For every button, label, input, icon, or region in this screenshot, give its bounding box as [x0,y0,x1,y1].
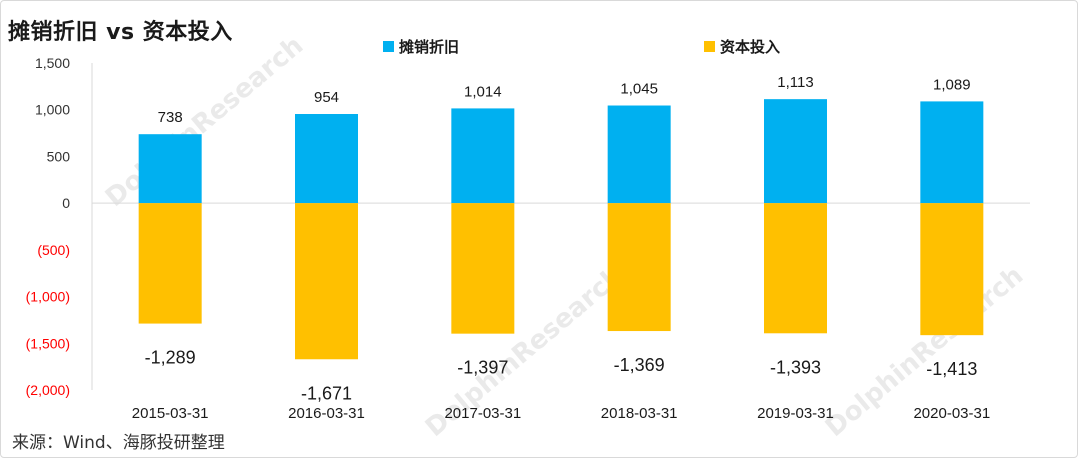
bar-capex [764,203,827,334]
data-label-capex: -1,369 [614,355,665,375]
x-tick-label: 2015-03-31 [132,405,209,422]
bar-capex [607,203,671,332]
x-tick-label: 2017-03-31 [444,405,521,422]
source-note: 来源：Wind、海豚投研整理 [12,433,225,453]
data-label-depreciation: 1,113 [777,74,813,91]
y-tick-label: (1,000) [26,289,70,305]
legend-swatch-depreciation [383,41,394,52]
data-label-depreciation: 954 [314,89,339,106]
legend-item-capex: 资本投入 [704,36,780,57]
data-label-depreciation: 738 [158,109,183,126]
y-tick-label: 1,000 [35,102,70,118]
chart-title: 摊销折旧 vs 资本投入 [8,20,233,45]
data-label-depreciation: 1,014 [464,83,502,100]
bar-capex [295,203,358,360]
bar-depreciation [138,134,202,204]
y-tick-label: 500 [47,148,71,164]
y-tick-label: 1,500 [35,55,70,71]
data-label-capex: -1,671 [301,383,352,403]
bar-capex [138,203,202,324]
bar-capex [451,203,515,334]
x-tick-label: 2020-03-31 [913,405,990,422]
x-tick-label: 2019-03-31 [757,405,834,422]
x-tick-label: 2016-03-31 [288,405,365,422]
bar-capex [920,203,984,336]
data-label-capex: -1,393 [770,357,821,377]
legend-item-depreciation: 摊销折旧 [383,36,459,57]
y-tick-label: 0 [62,195,70,211]
bar-depreciation [451,108,515,204]
legend-swatch-capex [704,41,715,52]
bar-depreciation [295,114,358,204]
data-label-capex: -1,397 [457,358,508,378]
y-tick-label: (2,000) [26,382,70,398]
data-label-depreciation: 1,089 [933,76,971,93]
x-tick-label: 2018-03-31 [601,405,678,422]
bar-depreciation [607,105,671,204]
legend-label-depreciation: 摊销折旧 [399,38,460,56]
bar-depreciation [764,99,827,204]
y-tick-label: (1,500) [26,335,70,351]
data-label-capex: -1,289 [145,348,196,368]
legend-label-capex: 资本投入 [720,38,781,56]
data-label-capex: -1,413 [926,359,977,379]
bar-depreciation [920,101,984,204]
data-label-depreciation: 1,045 [620,81,658,98]
y-tick-label: (500) [37,242,70,258]
